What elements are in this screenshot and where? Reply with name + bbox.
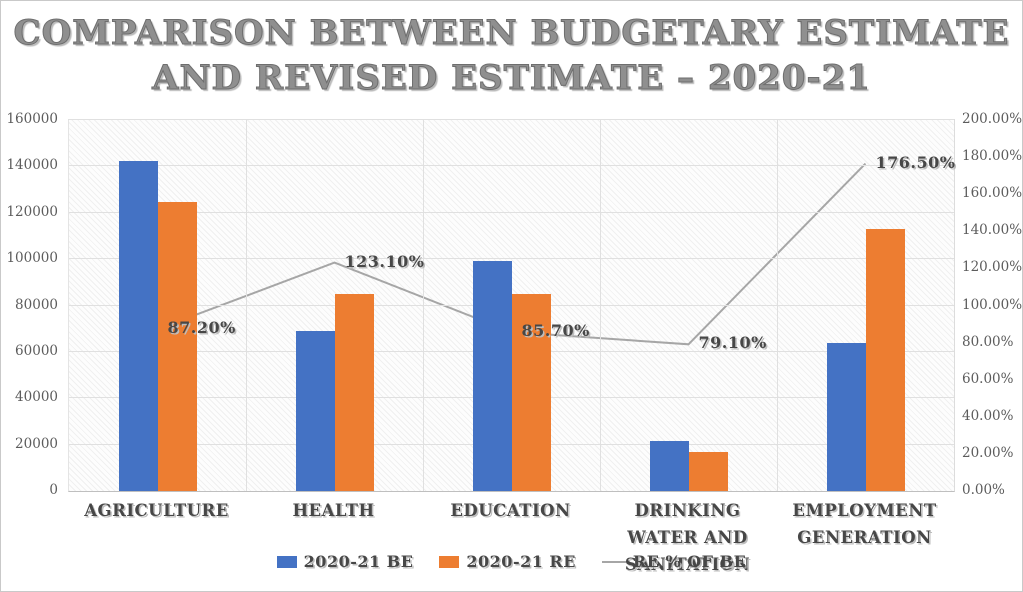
data-label-education: 85.70% bbox=[521, 321, 590, 341]
category-label-drinking-water-and-sanitation: DRINKING WATER AND SANITATION bbox=[624, 501, 751, 574]
right-axis-tick: 40.00% bbox=[962, 407, 1014, 424]
data-label-health: 123.10% bbox=[344, 251, 425, 271]
chart-title-line1: COMPARISON BETWEEN BUDGETARY ESTIMATE bbox=[13, 13, 1010, 54]
gridline-vertical bbox=[777, 120, 778, 491]
category-label-agriculture: AGRICULTURE bbox=[84, 501, 229, 520]
right-axis-tick: 120.00% bbox=[962, 259, 1023, 276]
legend-label: 2020-21 BE bbox=[303, 552, 414, 571]
legend-item-re-of-be: RE % OF BE bbox=[601, 552, 747, 572]
legend-label: 2020-21 RE bbox=[466, 552, 576, 571]
legend-color-swatch bbox=[276, 556, 297, 568]
right-axis-tick: 160.00% bbox=[962, 185, 1023, 202]
left-axis-tick: 20000 bbox=[15, 435, 58, 452]
left-axis-tick: 60000 bbox=[15, 342, 58, 359]
left-axis-tick: 0 bbox=[49, 482, 58, 498]
category-label-employment-generation: EMPLOYMENT GENERATION bbox=[792, 501, 937, 547]
left-axis-tick: 80000 bbox=[15, 296, 58, 313]
bar-2020-21-be-education bbox=[472, 260, 512, 491]
right-axis-tick: 100.00% bbox=[962, 296, 1023, 313]
gridline-vertical bbox=[423, 120, 424, 491]
left-axis-tick: 160000 bbox=[6, 111, 58, 127]
bar-2020-21-be-agriculture bbox=[118, 160, 158, 491]
bar-2020-21-re-agriculture bbox=[157, 202, 197, 491]
chart-title: COMPARISON BETWEEN BUDGETARY ESTIMATE AN… bbox=[1, 11, 1022, 101]
bar-2020-21-re-drinking-water-and-sanitation bbox=[688, 451, 728, 491]
bar-2020-21-be-drinking-water-and-sanitation bbox=[649, 441, 689, 491]
right-axis-tick: 180.00% bbox=[962, 148, 1023, 165]
bar-2020-21-re-employment-generation bbox=[865, 228, 905, 491]
legend-line-swatch bbox=[601, 560, 626, 564]
legend-item-2020-21-re: 2020-21 RE bbox=[439, 552, 576, 572]
data-label-employment-generation: 176.50% bbox=[875, 152, 956, 172]
bar-2020-21-be-health bbox=[295, 331, 335, 491]
gridline-horizontal bbox=[69, 258, 954, 260]
data-label-drinking-water-and-sanitation: 79.10% bbox=[698, 333, 767, 353]
left-value-axis: 0 20000 40000 60000 80000 100000 120000 140000 1… bbox=[1, 1, 58, 591]
gridline-horizontal bbox=[69, 165, 954, 167]
bar-2020-21-be-employment-generation bbox=[826, 342, 866, 491]
category-label-health: HEALTH bbox=[292, 501, 375, 520]
left-axis-tick: 140000 bbox=[6, 157, 58, 174]
plot-area: 87.20% 123.10% 85.70% 79.10% 176.50% bbox=[68, 119, 955, 492]
category-label-education: EDUCATION bbox=[450, 501, 571, 520]
bar-2020-21-re-education bbox=[511, 293, 551, 491]
left-axis-tick: 120000 bbox=[6, 203, 58, 220]
data-label-agriculture: 87.20% bbox=[167, 318, 236, 338]
right-axis-tick: 60.00% bbox=[962, 370, 1014, 387]
gridline-vertical bbox=[600, 120, 601, 491]
gridline-horizontal bbox=[69, 119, 954, 120]
right-axis-tick: 0.00% bbox=[962, 482, 1005, 498]
right-axis-tick: 80.00% bbox=[962, 333, 1014, 350]
legend-color-swatch bbox=[439, 556, 460, 568]
legend-item-2020-21-be: 2020-21 BE bbox=[276, 552, 414, 572]
chart-title-line2: AND REVISED ESTIMATE – 2020-21 bbox=[152, 58, 871, 99]
legend: 2020-21 BE 2020-21 RE RE % OF BE bbox=[1, 552, 1022, 572]
left-axis-tick: 40000 bbox=[15, 389, 58, 406]
right-axis-tick: 140.00% bbox=[962, 222, 1023, 239]
gridline-vertical bbox=[246, 120, 247, 491]
gridline-horizontal bbox=[69, 211, 954, 213]
right-axis-tick: 20.00% bbox=[962, 444, 1014, 461]
legend-label: RE % OF BE bbox=[632, 552, 747, 571]
left-axis-tick: 100000 bbox=[6, 250, 58, 267]
bar-2020-21-re-health bbox=[334, 293, 374, 491]
right-axis-tick: 200.00% bbox=[962, 111, 1023, 127]
right-percent-axis: 0.00% 20.00% 40.00% 60.00% 80.00% 100.00% 120.… bbox=[962, 1, 1023, 591]
